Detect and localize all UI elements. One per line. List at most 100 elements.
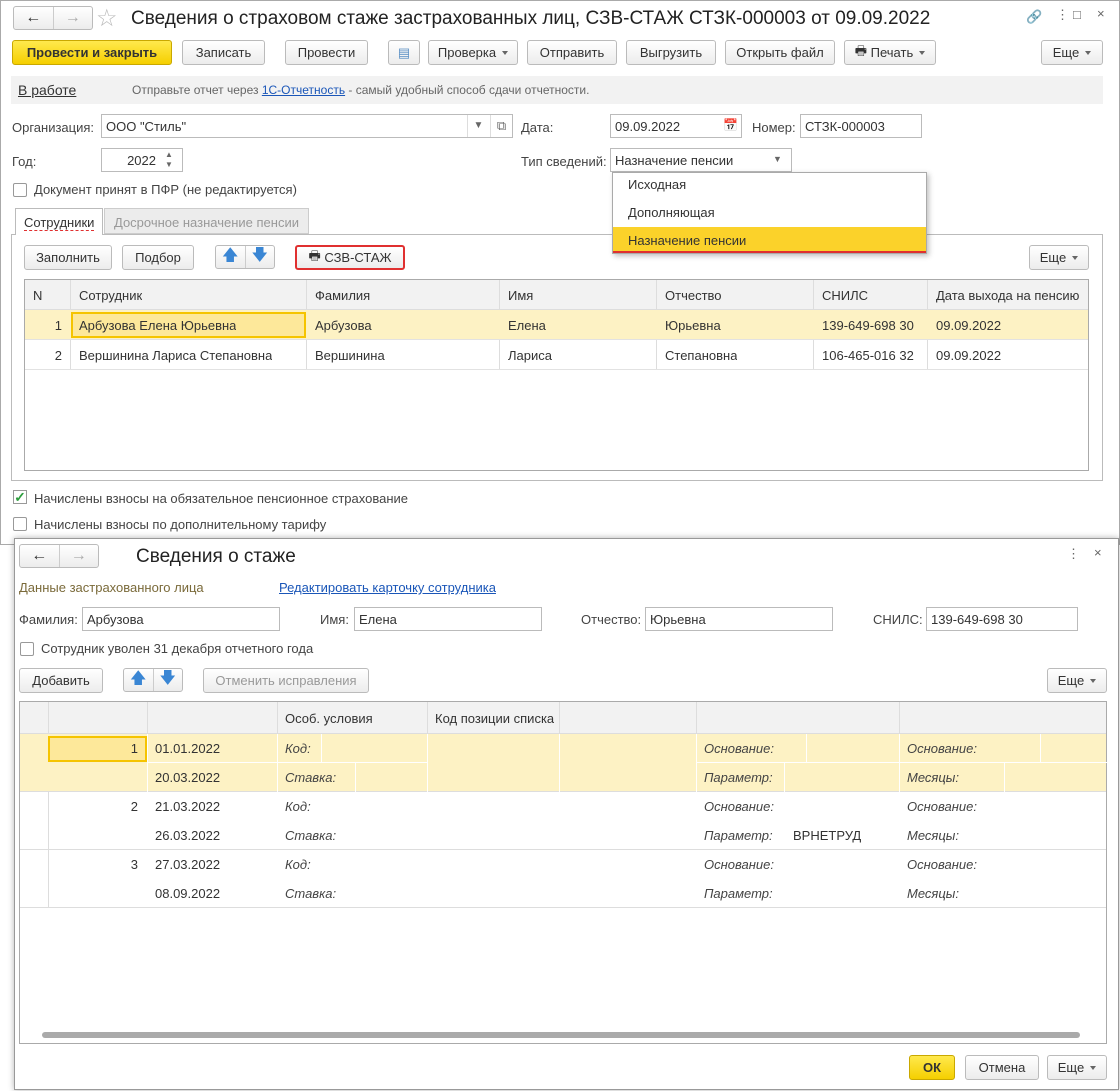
check-button[interactable]: Проверка — [428, 40, 518, 65]
tab-employees[interactable]: Сотрудники — [15, 208, 103, 235]
export-button[interactable]: Выгрузить — [626, 40, 716, 65]
code-label: Код: — [285, 741, 311, 756]
open-icon[interactable]: ⧉ — [490, 115, 512, 137]
rate-label: Ставка: — [285, 770, 337, 785]
accepted-checkbox[interactable] — [13, 183, 27, 197]
row-marker-divider — [48, 734, 49, 908]
szv-label: СЗВ-СТАЖ — [324, 250, 392, 265]
more-button[interactable]: Еще — [1041, 40, 1103, 65]
year-stepper-icon[interactable]: ▲ ▼ — [165, 150, 173, 169]
link-icon[interactable]: 🔗 — [1026, 9, 1043, 24]
column-header[interactable]: СНИЛС — [822, 288, 869, 303]
cell-divider — [1004, 763, 1005, 792]
close-icon[interactable]: × — [1097, 6, 1105, 21]
column-header[interactable]: Фамилия — [315, 288, 371, 303]
calendar-icon[interactable]: 📅 — [723, 118, 738, 132]
horizontal-scrollbar[interactable] — [26, 1031, 1100, 1039]
move-down-icon[interactable]: 🡇 — [244, 246, 275, 268]
maximize-icon[interactable]: □ — [1073, 7, 1081, 22]
middle-name-field[interactable]: Юрьевна — [645, 607, 833, 631]
option-supplementary[interactable]: Дополняющая — [628, 205, 715, 220]
history-nav[interactable]: ← → — [13, 6, 93, 30]
add-button[interactable]: Добавить — [19, 668, 103, 693]
column-header[interactable]: Код позиции списка — [435, 711, 555, 726]
undo-changes-button[interactable]: Отменить исправления — [203, 668, 369, 693]
footer-more-button[interactable]: Еще — [1047, 1055, 1107, 1080]
dialog-move-buttons[interactable]: 🡅 🡇 — [123, 668, 183, 692]
first-name-field[interactable]: Елена — [354, 607, 542, 631]
ok-button[interactable]: ОК — [909, 1055, 955, 1080]
chevron-down-icon[interactable]: ▼ — [773, 154, 782, 164]
column-divider — [48, 702, 49, 734]
open-file-button[interactable]: Открыть файл — [725, 40, 835, 65]
tab-early-pension-label: Досрочное назначение пенсии — [114, 215, 299, 230]
post-and-close-button[interactable]: Провести и закрыть — [12, 40, 172, 65]
snils-field[interactable]: 139-649-698 30 — [926, 607, 1078, 631]
option-initial[interactable]: Исходная — [628, 177, 687, 192]
menu-icon[interactable]: ⋮ — [1056, 7, 1069, 22]
scrollbar-thumb[interactable] — [42, 1032, 1080, 1038]
tab-more-button[interactable]: Еще — [1029, 245, 1089, 270]
column-header[interactable]: N — [33, 288, 43, 303]
column-header[interactable]: Имя — [508, 288, 534, 303]
table-row[interactable] — [20, 734, 1106, 792]
column-header[interactable]: Сотрудник — [79, 288, 143, 303]
basis-label-2: Основание: — [907, 857, 977, 872]
option-pension[interactable]: Назначение пенсии — [613, 227, 926, 253]
dialog-more-button[interactable]: Еще — [1047, 668, 1107, 693]
first-name-label: Имя: — [320, 612, 349, 627]
table-row[interactable] — [25, 340, 1088, 370]
fired-checkbox[interactable] — [20, 642, 34, 656]
pick-button[interactable]: Подбор — [122, 245, 194, 270]
favorite-star-icon[interactable]: ☆ — [96, 5, 118, 32]
last-name-value: Арбузова — [87, 612, 144, 627]
table-cell: 139-649-698 30 — [822, 318, 914, 333]
experience-dialog: ← → Сведения о стаже ⋮ × Данные застрахов… — [14, 538, 1119, 1090]
send-button[interactable]: Отправить — [527, 40, 617, 65]
close-icon[interactable]: × — [1094, 545, 1102, 560]
forward-icon[interactable]: → — [58, 545, 99, 567]
save-button[interactable]: Записать — [182, 40, 265, 65]
back-icon[interactable]: ← — [31, 547, 48, 564]
print-button[interactable]: 🖶 Печать — [844, 40, 936, 65]
last-name-field[interactable]: Арбузова — [82, 607, 280, 631]
report-list-icon[interactable]: ▤ — [388, 40, 420, 65]
column-header[interactable]: Особ. условия — [285, 711, 373, 726]
fill-button[interactable]: Заполнить — [24, 245, 112, 270]
checkbox-checked-icon[interactable]: ✓ — [13, 489, 27, 505]
date-field[interactable]: 09.09.2022 — [610, 114, 742, 138]
table-cell: Степановна — [665, 348, 738, 363]
type-select[interactable]: Назначение пенсии — [610, 148, 792, 172]
number-field[interactable]: СТЗК-000003 — [800, 114, 922, 138]
dropdown-icon[interactable]: ▼ — [467, 115, 489, 137]
extra-tariff-checkbox[interactable] — [13, 517, 27, 531]
move-up-icon[interactable]: 🡅 — [222, 246, 239, 264]
dialog-history-nav[interactable]: ← → — [19, 544, 99, 568]
column-header[interactable]: Отчество — [665, 288, 722, 303]
table-row[interactable] — [20, 850, 1106, 908]
status-link[interactable]: В работе — [18, 82, 77, 98]
table-row[interactable] — [20, 792, 1106, 850]
move-up-icon[interactable]: 🡅 — [130, 669, 147, 687]
tab-early-pension[interactable]: Досрочное назначение пенсии — [104, 208, 309, 234]
szv-print-button[interactable]: 🖶 СЗВ-СТАЖ — [295, 245, 405, 270]
forward-icon[interactable]: → — [52, 7, 93, 29]
param-value[interactable]: ВРНЕТРУД — [793, 828, 862, 843]
move-buttons[interactable]: 🡅 🡇 — [215, 245, 275, 269]
selected-cell[interactable] — [48, 736, 147, 762]
move-down-icon[interactable]: 🡇 — [152, 669, 183, 691]
column-header[interactable]: Дата выхода на пенсию — [936, 288, 1080, 303]
post-button[interactable]: Провести — [285, 40, 368, 65]
back-icon[interactable]: ← — [25, 9, 42, 26]
edit-employee-link[interactable]: Редактировать карточку сотрудника — [279, 580, 496, 595]
year-field[interactable]: 2022 — [101, 148, 183, 172]
selected-cell[interactable] — [71, 312, 306, 338]
reporting-link[interactable]: 1С-Отчетность — [261, 83, 346, 97]
menu-icon[interactable]: ⋮ — [1067, 546, 1080, 561]
period-from: 27.03.2022 — [155, 857, 221, 872]
cell-divider — [427, 734, 428, 792]
org-field[interactable]: ООО "Стиль" — [101, 114, 513, 138]
more-label: Еще — [1052, 45, 1080, 60]
org-value: ООО "Стиль" — [106, 119, 187, 134]
cancel-button[interactable]: Отмена — [965, 1055, 1039, 1080]
